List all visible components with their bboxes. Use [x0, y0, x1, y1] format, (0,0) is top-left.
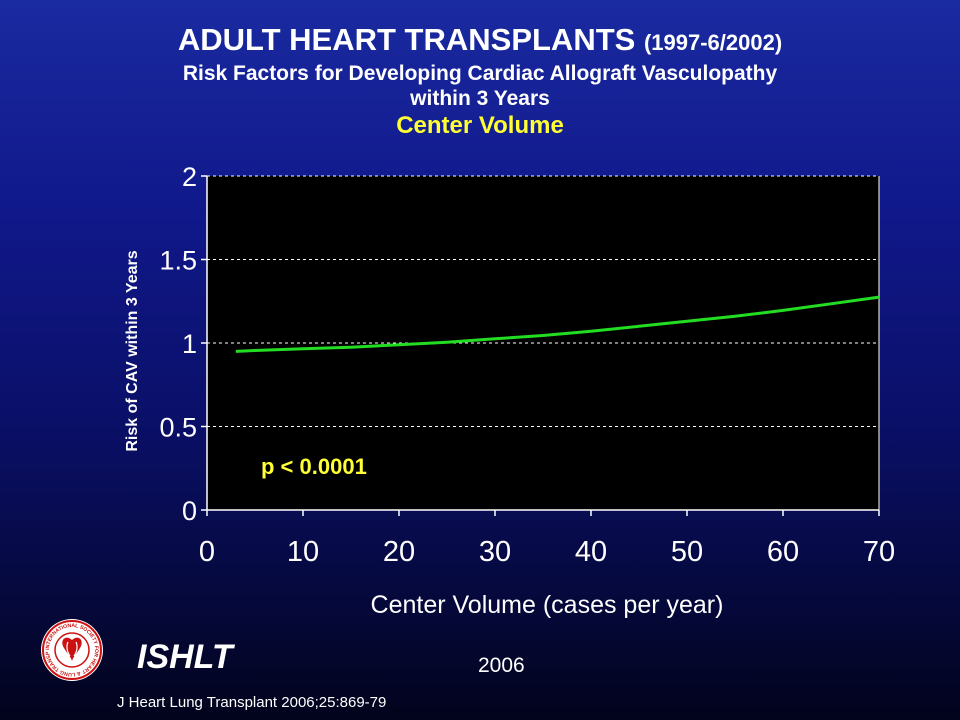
x-tick-label: 20 [383, 536, 415, 568]
x-tick-label: 50 [671, 536, 703, 568]
title-years: (1997-6/2002) [643, 30, 783, 55]
y-tick-label: 1 [182, 329, 197, 359]
axes [201, 175, 880, 516]
y-tick-label: 0 [182, 496, 197, 526]
x-tick-label: 40 [575, 536, 607, 568]
section-title: Center Volume [396, 112, 564, 139]
y-axis-label: Risk of CAV within 3 Years [124, 250, 141, 451]
x-tick-label: 30 [479, 536, 511, 568]
org-name: ISHLT [137, 638, 233, 676]
y-tick-label: 0.5 [159, 413, 197, 443]
y-tick-label: 1.5 [159, 246, 197, 276]
y-tick-label: 2 [182, 162, 197, 192]
x-tick-label: 0 [199, 536, 215, 568]
citation: J Heart Lung Transplant 2006;25:869-79 [117, 694, 387, 711]
grid-lines [207, 175, 879, 427]
x-tick-label: 70 [863, 536, 895, 568]
subtitle-line-1: Risk Factors for Developing Cardiac Allo… [182, 62, 778, 85]
title-block: ADULT HEART TRANSPLANTS (1997-6/2002) Ri… [0, 22, 960, 141]
x-tick-label: 10 [287, 536, 319, 568]
x-axis-label: Center Volume (cases per year) [371, 591, 724, 619]
series-line [235, 295, 880, 353]
report-year: 2006 [478, 654, 525, 677]
series-group [235, 295, 880, 353]
page-title: ADULT HEART TRANSPLANTS (1997-6/2002) [0, 22, 960, 61]
ishlt-logo-icon: INTERNATIONAL SOCIETY FOR HEART & LUNG T… [40, 618, 103, 681]
title-text: ADULT HEART TRANSPLANTS [177, 22, 636, 57]
p-value-annotation: p < 0.0001 [261, 454, 367, 479]
subtitle-line-2: within 3 Years [410, 87, 550, 110]
tick-labels: 00.511.520 10 20 30 40 50 60 70 [159, 162, 895, 568]
x-tick-label: 60 [767, 536, 799, 568]
